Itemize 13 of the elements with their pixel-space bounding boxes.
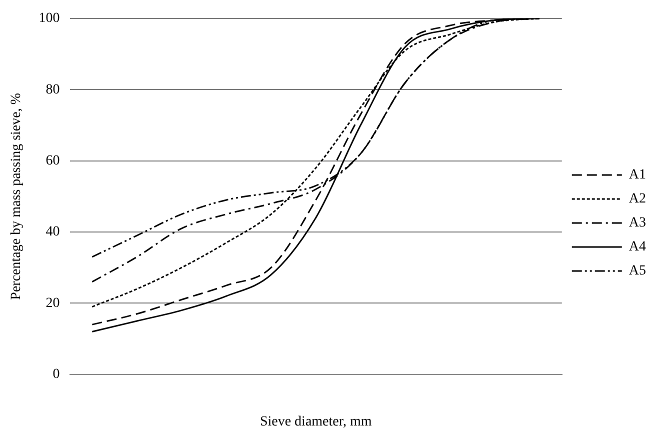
y-tick-label: 80 (46, 82, 60, 98)
legend-label: A2 (628, 192, 646, 207)
y-tick-label: 20 (46, 296, 60, 311)
y-tick-label: 0 (52, 367, 60, 382)
legend-label: A1 (628, 168, 646, 183)
y-axis-title: Percentage by mass passing sieve, % (9, 92, 24, 300)
legend-label: A5 (628, 264, 646, 279)
legend-label: A3 (628, 216, 646, 231)
y-tick-label: 60 (46, 153, 60, 168)
y-tick-label: 40 (46, 224, 60, 240)
y-tick-label: 100 (38, 11, 60, 26)
x-axis-title: Sieve diameter, mm (260, 414, 372, 430)
legend-label: A4 (628, 240, 646, 255)
